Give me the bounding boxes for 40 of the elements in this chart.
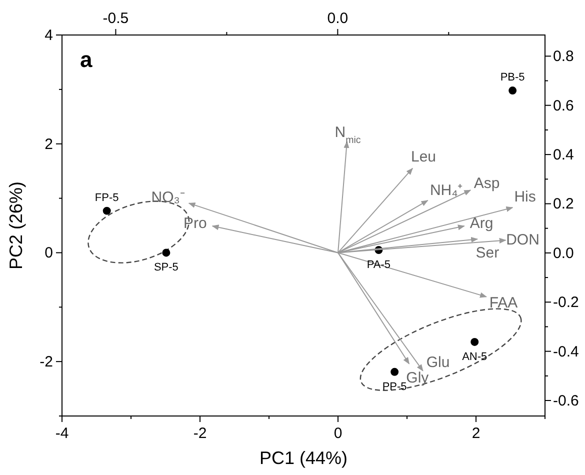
series-label: DON bbox=[506, 231, 540, 248]
y-tick-label: 2 bbox=[44, 136, 53, 153]
series-label: Leu bbox=[410, 148, 436, 166]
x-tick-label: -4 bbox=[55, 425, 69, 442]
y2-tick-label: 0.2 bbox=[553, 196, 574, 213]
y-axis-title: PC2 (26%) bbox=[6, 181, 26, 270]
x-tick-label: 0 bbox=[334, 425, 342, 442]
series-label: FAA bbox=[489, 294, 518, 312]
annotation: PA-5 bbox=[366, 258, 391, 271]
x2-tick-label: -0.5 bbox=[102, 10, 129, 27]
x-tick-label: -2 bbox=[193, 425, 207, 442]
series-label: Gly bbox=[406, 369, 430, 386]
series-label: Arg bbox=[470, 214, 494, 232]
series-label: Asp bbox=[474, 174, 500, 192]
annotation: SP-5 bbox=[154, 262, 178, 274]
y2-tick-label: 0.8 bbox=[553, 48, 574, 66]
annotation: PP-5 bbox=[382, 380, 407, 393]
series-label: NH₄⁺ bbox=[430, 182, 463, 200]
annotation: FP-5 bbox=[94, 192, 119, 204]
annotation: PB-5 bbox=[500, 72, 525, 84]
y2-tick-label: 0.6 bbox=[553, 97, 574, 114]
y2-tick-label: -0.4 bbox=[553, 343, 579, 360]
annotation: a bbox=[80, 47, 93, 72]
y-tick-label: -2 bbox=[40, 354, 53, 371]
series-label: Ser bbox=[476, 244, 500, 262]
y2-tick-label: 0.4 bbox=[553, 146, 574, 164]
y2-tick-label: 0.0 bbox=[553, 244, 574, 262]
series-label: His bbox=[514, 188, 536, 206]
x2-tick-label: 0.0 bbox=[327, 10, 348, 27]
series-label: NO₃⁻ bbox=[151, 188, 185, 206]
y2-tick-label: -0.6 bbox=[553, 392, 579, 410]
x-axis-title: PC1 (44%) bbox=[259, 448, 348, 468]
y2-tick-label: -0.2 bbox=[553, 294, 579, 312]
y-tick-label: 0 bbox=[44, 244, 53, 262]
series-label: N$_{mic}$ bbox=[334, 124, 361, 146]
series-label: Pro bbox=[183, 214, 207, 232]
series-label: Glu bbox=[426, 354, 450, 371]
x-tick-label: 2 bbox=[472, 425, 480, 442]
annotation: AN-5 bbox=[462, 350, 488, 363]
y-tick-label: 4 bbox=[44, 27, 53, 44]
